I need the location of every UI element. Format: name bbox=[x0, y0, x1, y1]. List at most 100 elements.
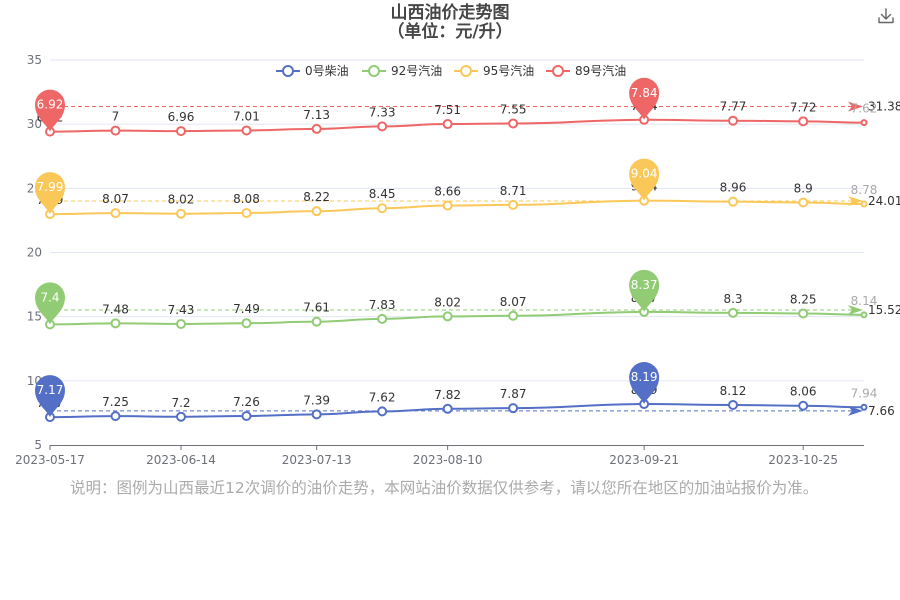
max-pin: 8.37 bbox=[629, 269, 660, 312]
y-tick-label: 20 bbox=[27, 246, 42, 260]
data-label: 7.26 bbox=[233, 395, 260, 409]
data-label: 7.72 bbox=[790, 100, 817, 114]
avg-arrow bbox=[848, 196, 863, 207]
data-label: 7.39 bbox=[303, 393, 330, 407]
data-label: 7.77 bbox=[720, 100, 747, 114]
data-label: 7.48 bbox=[102, 302, 129, 316]
min-pin: 6.92 bbox=[35, 89, 65, 132]
data-point bbox=[311, 206, 322, 217]
series-1: 7.66 7.17 7.25 7.2 7.26 7.39 7.62 7.82 7.87 8.19 8… bbox=[35, 362, 895, 423]
data-point bbox=[728, 196, 739, 207]
data-point bbox=[311, 409, 322, 420]
data-point bbox=[241, 410, 252, 421]
data-point bbox=[241, 318, 252, 329]
data-label: 8.07 bbox=[500, 295, 527, 309]
legend-item[interactable]: 89号汽油 bbox=[546, 63, 626, 78]
legend-marker bbox=[460, 65, 472, 77]
max-pin-shape bbox=[629, 362, 660, 405]
chart-subtitle: （单位：元/升） bbox=[387, 22, 513, 42]
legend-marker bbox=[368, 65, 380, 77]
data-point bbox=[442, 119, 453, 130]
data-point bbox=[728, 399, 739, 410]
min-pin-shape bbox=[35, 282, 65, 325]
max-pin-label: 7.84 bbox=[631, 86, 658, 100]
data-point bbox=[508, 310, 519, 321]
series-2: 15.52 7.4 7.48 7.43 7.49 7.61 7.83 8.02 8.07 8.37… bbox=[35, 269, 900, 330]
data-point bbox=[377, 313, 388, 324]
legend-label: 92号汽油 bbox=[391, 63, 442, 78]
data-label: 8.25 bbox=[790, 292, 817, 306]
max-pin-shape bbox=[629, 77, 660, 120]
y-tick-label: 30 bbox=[27, 117, 42, 131]
data-label: 6.96 bbox=[168, 110, 195, 124]
data-label: 8.02 bbox=[434, 295, 461, 309]
avg-label: 31.38 bbox=[868, 99, 900, 113]
min-pin-label: 7.4 bbox=[40, 290, 59, 304]
min-pin-label: 7.17 bbox=[37, 383, 64, 397]
data-label: 7 bbox=[112, 110, 120, 124]
x-tick-label: 2023-06-14 bbox=[146, 453, 216, 467]
data-point bbox=[798, 197, 809, 208]
data-point bbox=[377, 406, 388, 417]
min-pin-label: 6.92 bbox=[37, 98, 64, 112]
series-4: 31.38 6.92 7 6.96 7.01 7.13 7.33 7.51 7.55 7.84 7.… bbox=[35, 77, 900, 137]
data-point bbox=[110, 125, 121, 136]
legend-label: 89号汽油 bbox=[575, 63, 626, 78]
data-point bbox=[508, 403, 519, 414]
x-tick-label: 2023-07-13 bbox=[282, 453, 352, 467]
data-label: 8.3 bbox=[723, 292, 742, 306]
max-pin-shape bbox=[629, 158, 660, 201]
data-label: 7.33 bbox=[369, 105, 396, 119]
avg-arrow bbox=[848, 405, 863, 416]
avg-arrow bbox=[848, 304, 863, 315]
data-label: 7.49 bbox=[233, 302, 260, 316]
data-point bbox=[175, 411, 186, 422]
legend-item[interactable]: 95号汽油 bbox=[454, 63, 534, 78]
data-point bbox=[798, 400, 809, 411]
data-label: 8.08 bbox=[233, 192, 260, 206]
min-pin: 7.17 bbox=[35, 375, 65, 418]
data-label: 7.25 bbox=[102, 395, 129, 409]
data-label: 8.02 bbox=[168, 193, 195, 207]
series-3: 24.01 7.99 8.07 8.02 8.08 8.22 8.45 8.66 8.71 9.0… bbox=[35, 158, 900, 220]
data-point bbox=[241, 125, 252, 136]
data-point bbox=[175, 126, 186, 137]
data-label: 8.78 bbox=[851, 183, 878, 197]
data-point bbox=[442, 311, 453, 322]
data-label: 8.9 bbox=[794, 181, 813, 195]
x-axis: 2023-05-17 2023-06-14 2023-07-13 2023-08-10… bbox=[15, 445, 864, 467]
legend-item[interactable]: 0号柴油 bbox=[276, 64, 349, 78]
data-label: 8.66 bbox=[434, 185, 461, 199]
min-pin-label: 7.99 bbox=[37, 180, 64, 194]
max-pin: 9.04 bbox=[629, 158, 660, 201]
data-label: 8.14 bbox=[851, 294, 878, 308]
data-label: 7.61 bbox=[303, 301, 330, 315]
legend-item[interactable]: 92号汽油 bbox=[362, 63, 442, 78]
x-tick-label: 2023-05-17 bbox=[15, 453, 85, 467]
data-label: 7.55 bbox=[500, 103, 527, 117]
max-pin-shape bbox=[629, 269, 660, 312]
data-label: 7.43 bbox=[168, 303, 195, 317]
data-point bbox=[241, 207, 252, 218]
avg-label: 7.66 bbox=[868, 404, 895, 418]
chart-title: 山西油价走势图 bbox=[390, 3, 510, 23]
max-pin-label: 8.19 bbox=[631, 370, 658, 384]
data-point bbox=[377, 203, 388, 214]
data-label: 8.96 bbox=[720, 181, 747, 195]
min-pin-shape bbox=[35, 375, 65, 418]
data-label: 7.82 bbox=[434, 388, 461, 402]
legend-marker bbox=[552, 65, 564, 77]
data-point bbox=[728, 307, 739, 318]
legend-label: 95号汽油 bbox=[483, 63, 534, 78]
data-point bbox=[508, 199, 519, 210]
data-point bbox=[110, 411, 121, 422]
data-point bbox=[442, 403, 453, 414]
data-label: 8.12 bbox=[720, 384, 747, 398]
data-point bbox=[798, 116, 809, 127]
legend-label: 0号柴油 bbox=[305, 64, 349, 78]
download-button[interactable] bbox=[876, 6, 896, 26]
data-label: 7.94 bbox=[851, 386, 878, 400]
min-pin: 7.4 bbox=[35, 282, 65, 325]
